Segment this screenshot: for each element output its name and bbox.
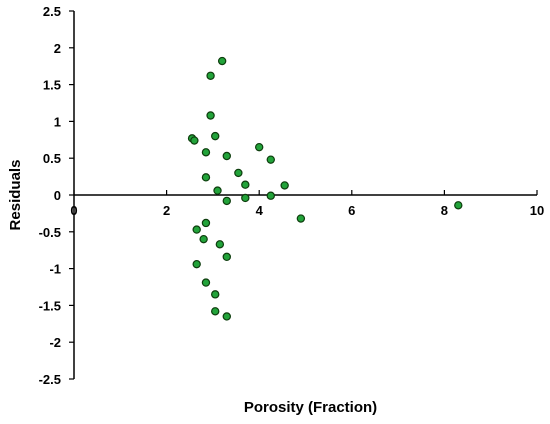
- x-tick-label: 2: [163, 203, 170, 218]
- data-point: [222, 196, 231, 206]
- y-tick-label: 1: [54, 114, 61, 129]
- x-tick-label: 8: [441, 203, 448, 218]
- y-tick-label: 2.5: [43, 4, 61, 19]
- data-point: [206, 111, 215, 120]
- x-tick-label: 10: [530, 203, 544, 218]
- data-point: [211, 307, 220, 316]
- y-tick-label: 1.5: [43, 78, 61, 93]
- data-point: [217, 56, 227, 66]
- data-point: [206, 71, 215, 80]
- data-point: [241, 180, 250, 189]
- x-tick-label: 6: [348, 203, 355, 218]
- data-point: [222, 312, 231, 321]
- data-point: [213, 186, 222, 195]
- data-point: [222, 151, 231, 161]
- data-point: [201, 173, 211, 182]
- y-tick-label: 0.5: [43, 151, 61, 166]
- y-axis-title: Residuals: [7, 160, 24, 231]
- y-tick-label: 2: [54, 41, 61, 56]
- x-axis: 0 2 4 6 8 10: [70, 190, 544, 218]
- data-point: [190, 136, 199, 145]
- y-tick-label: -0.5: [39, 225, 61, 240]
- data-points: [187, 56, 463, 321]
- data-point: [211, 131, 220, 141]
- data-point: [255, 142, 264, 152]
- y-tick-label: 0: [54, 188, 61, 203]
- data-point: [215, 240, 225, 249]
- y-tick-label: -1.5: [39, 298, 61, 313]
- y-tick-label: -2: [49, 335, 61, 350]
- data-point: [454, 201, 463, 210]
- data-point: [234, 168, 243, 178]
- x-tick-label: 4: [256, 203, 264, 218]
- x-tick-label: 0: [70, 203, 77, 218]
- data-point: [199, 234, 208, 244]
- data-point: [201, 148, 211, 157]
- data-point: [280, 181, 289, 190]
- y-tick-label: -2.5: [39, 372, 61, 387]
- data-point: [211, 290, 220, 299]
- data-point: [192, 225, 201, 234]
- data-point: [296, 214, 306, 223]
- y-axis: 2.5 2 1.5 1 0.5 0 -0.5 -1 -1.5 -2 -2.5: [39, 4, 75, 387]
- data-point: [266, 155, 275, 164]
- data-point: [266, 191, 275, 200]
- y-tick-label: -1: [49, 262, 61, 277]
- data-point: [201, 278, 211, 287]
- data-point: [201, 218, 211, 228]
- data-point: [241, 193, 250, 203]
- data-point: [222, 252, 231, 262]
- data-point: [192, 259, 201, 269]
- x-axis-title: Porosity (Fraction): [244, 399, 377, 416]
